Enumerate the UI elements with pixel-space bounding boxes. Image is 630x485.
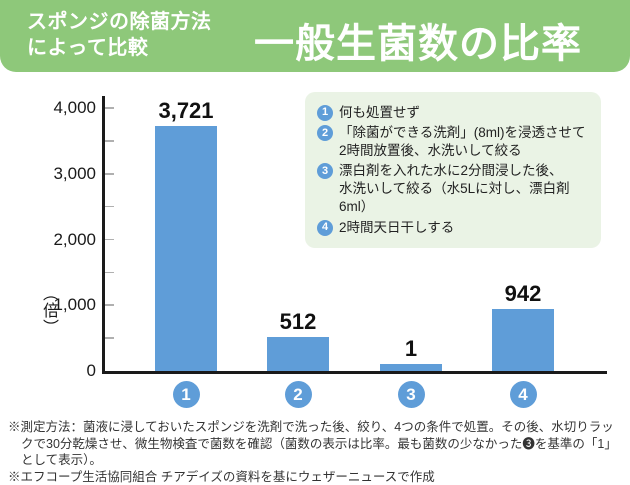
bar-value-label: 512 (228, 309, 368, 335)
y-axis-tick (105, 107, 114, 109)
bar-value-label: 1 (341, 336, 481, 362)
y-axis-tick (105, 337, 114, 339)
legend-item-3: 3 漂白剤を入れた水に2分間浸した後、 水洗いして絞る（水5Lに対し、漂白剤6m… (317, 162, 591, 216)
legend-number-badge-3: 3 (317, 163, 333, 179)
legend-item-text-4: 2時間天日干しする (339, 219, 454, 237)
y-axis-tick (105, 304, 114, 306)
category-badge: 3 (398, 381, 425, 408)
legend-number-badge-4: 4 (317, 220, 333, 236)
legend-item-1: 1 何も処置せず (317, 104, 591, 122)
legend-item-2: 2 「除菌ができる洗剤」(8ml)を浸透させて 2時間放置後、水洗いして絞る (317, 124, 591, 160)
legend-item-4: 4 2時間天日干しする (317, 219, 591, 237)
header-subtitle-line2: によって比較 (27, 37, 148, 59)
footnote-source: ※エフコープ生活協同組合 チアデイズの資料を基にウェザーニュースで作成 (8, 469, 626, 485)
footnote-measurement-method: ※測定方法：菌液に浸しておいたスポンジを洗剤で洗った後、絞り、4つの条件で処置。… (8, 419, 626, 469)
y-axis-tick-label: 3,000 (36, 164, 96, 184)
bar (267, 337, 329, 371)
legend-box: 1 何も処置せず 2 「除菌ができる洗剤」(8ml)を浸透させて 2時間放置後、… (305, 92, 601, 248)
y-axis-tick-label: 1,000 (36, 295, 96, 315)
header-banner: スポンジの除菌方法によって比較 一般生菌数の比率 (0, 0, 630, 72)
bar (380, 364, 442, 371)
page-title: 一般生菌数の比率 (254, 11, 582, 69)
legend-item-text-3: 漂白剤を入れた水に2分間浸した後、 水洗いして絞る（水5Lに対し、漂白剤6ml） (339, 162, 591, 216)
legend-number-badge-2: 2 (317, 125, 333, 141)
y-axis-tick (105, 239, 114, 241)
y-axis-tick (105, 272, 114, 274)
y-axis-line (102, 96, 105, 374)
header-subtitle: スポンジの除菌方法によって比較 (27, 9, 212, 61)
legend-number-badge-1: 1 (317, 105, 333, 121)
category-badge: 1 (173, 381, 200, 408)
footnotes: ※測定方法：菌液に浸しておいたスポンジを洗剤で洗った後、絞り、4つの条件で処置。… (8, 419, 626, 485)
y-axis-tick (105, 206, 114, 208)
bar (492, 309, 554, 371)
header-subtitle-line1: スポンジの除菌方法 (27, 11, 212, 33)
legend-item-text-2: 「除菌ができる洗剤」(8ml)を浸透させて 2時間放置後、水洗いして絞る (339, 124, 585, 160)
bar (155, 126, 217, 371)
bar-value-label: 3,721 (116, 98, 256, 124)
y-axis-tick (105, 173, 114, 175)
bar-value-label: 942 (453, 281, 593, 307)
y-axis-tick-label: 4,000 (36, 98, 96, 118)
category-badge: 2 (285, 381, 312, 408)
category-badge: 4 (510, 381, 537, 408)
y-axis-tick (105, 140, 114, 142)
legend-item-text-1: 何も処置せず (339, 104, 420, 122)
y-axis-tick-label: 0 (36, 361, 96, 381)
y-axis-tick-label: 2,000 (36, 230, 96, 250)
